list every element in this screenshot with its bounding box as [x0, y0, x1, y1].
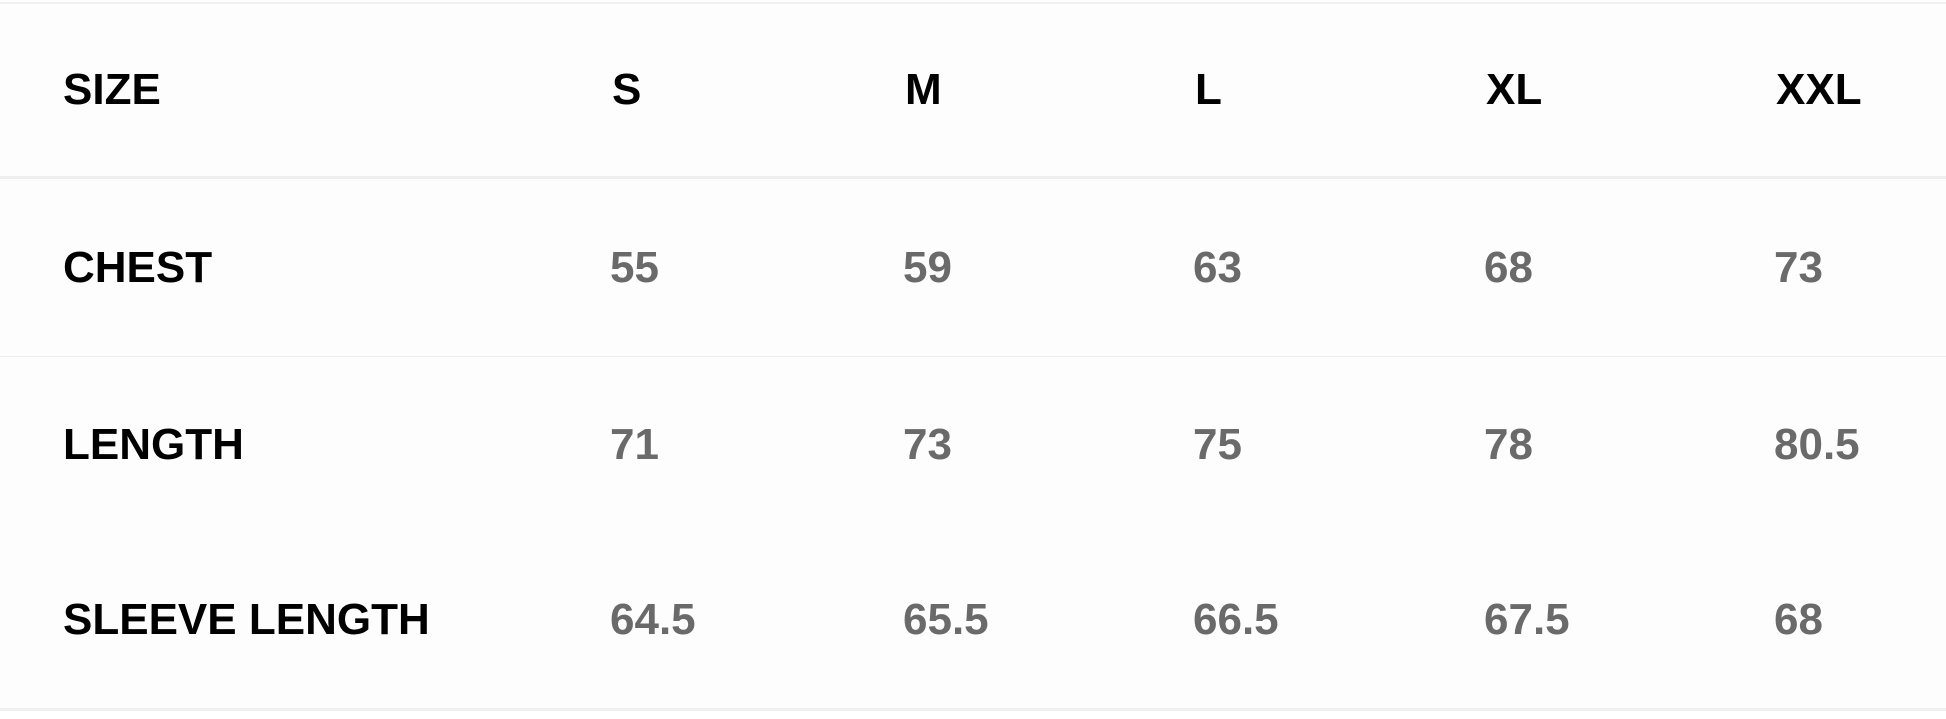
measurement-value: 66.5 [1193, 595, 1279, 644]
row-label: LENGTH [63, 420, 244, 469]
measurement-value: 63 [1193, 243, 1242, 292]
table-header-row: SIZE S M L XL XXL [0, 4, 1946, 179]
measurement-value: 78 [1484, 420, 1533, 469]
measurement-value: 68 [1484, 243, 1533, 292]
measurement-value: 80.5 [1774, 420, 1860, 469]
measurement-value: 65.5 [903, 595, 989, 644]
measurement-value: 67.5 [1484, 595, 1570, 644]
table-row: SLEEVE LENGTH 64.5 65.5 66.5 67.5 68 [0, 532, 1946, 711]
size-header-s: S [612, 65, 642, 114]
measurement-value: 64.5 [610, 595, 696, 644]
measurement-value: 71 [610, 420, 659, 469]
header-label: SIZE [63, 65, 161, 114]
top-divider [0, 2, 1946, 5]
row-label: SLEEVE LENGTH [63, 595, 430, 644]
measurement-value: 59 [903, 243, 952, 292]
table-row: CHEST 55 59 63 68 73 [0, 180, 1946, 359]
size-header-l: L [1195, 65, 1222, 114]
row-label: CHEST [63, 243, 213, 292]
table-row: LENGTH 71 73 75 78 80.5 [0, 357, 1946, 536]
size-header-xl: XL [1486, 65, 1543, 114]
size-header-xxl: XXL [1776, 65, 1862, 114]
measurement-value: 68 [1774, 595, 1823, 644]
size-header-m: M [905, 65, 942, 114]
measurement-value: 73 [1774, 243, 1823, 292]
measurement-value: 75 [1193, 420, 1242, 469]
measurement-value: 73 [903, 420, 952, 469]
measurement-value: 55 [610, 243, 659, 292]
